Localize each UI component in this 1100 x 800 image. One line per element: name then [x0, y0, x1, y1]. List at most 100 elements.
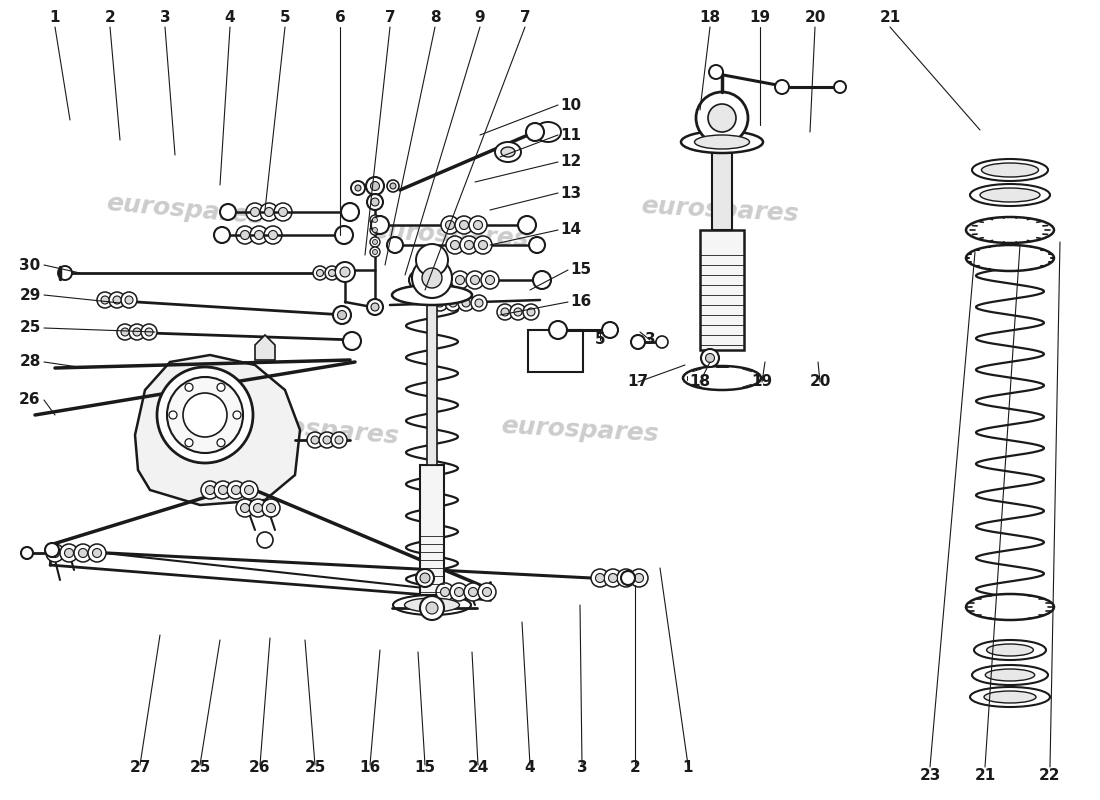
Ellipse shape	[966, 594, 1054, 620]
Circle shape	[475, 299, 483, 307]
Circle shape	[705, 354, 715, 362]
Circle shape	[129, 324, 145, 340]
Text: 25: 25	[20, 321, 41, 335]
Circle shape	[602, 322, 618, 338]
Circle shape	[440, 587, 450, 597]
Circle shape	[65, 549, 74, 558]
Circle shape	[46, 544, 64, 562]
Bar	[528, 330, 583, 372]
Circle shape	[630, 569, 648, 587]
Circle shape	[529, 237, 544, 253]
Ellipse shape	[972, 159, 1048, 181]
Text: 3: 3	[576, 760, 587, 775]
Circle shape	[241, 503, 250, 513]
Circle shape	[432, 295, 448, 311]
Circle shape	[373, 250, 377, 254]
Circle shape	[387, 237, 403, 253]
Circle shape	[549, 321, 566, 339]
Circle shape	[58, 266, 72, 280]
Text: 19: 19	[749, 10, 771, 25]
Circle shape	[420, 573, 430, 583]
Circle shape	[185, 438, 192, 446]
Ellipse shape	[966, 245, 1054, 271]
Circle shape	[341, 203, 359, 221]
Circle shape	[595, 574, 605, 582]
Circle shape	[217, 438, 226, 446]
Circle shape	[436, 299, 444, 307]
Circle shape	[21, 547, 33, 559]
Circle shape	[370, 215, 379, 225]
Text: 8: 8	[430, 10, 440, 25]
Text: 14: 14	[560, 222, 581, 238]
Circle shape	[485, 275, 495, 285]
Circle shape	[621, 574, 630, 582]
Circle shape	[254, 230, 264, 239]
Circle shape	[317, 270, 323, 277]
Circle shape	[97, 292, 113, 308]
Text: 18: 18	[690, 374, 711, 390]
Circle shape	[387, 180, 399, 192]
Ellipse shape	[981, 163, 1038, 177]
Circle shape	[483, 587, 492, 597]
Circle shape	[464, 583, 482, 601]
Circle shape	[701, 349, 719, 367]
Circle shape	[371, 303, 380, 311]
Text: 12: 12	[560, 154, 581, 170]
Circle shape	[710, 65, 723, 79]
Circle shape	[113, 296, 121, 304]
Text: 26: 26	[250, 760, 271, 775]
Circle shape	[460, 221, 469, 230]
Text: 9: 9	[475, 10, 485, 25]
Circle shape	[409, 271, 427, 289]
Circle shape	[233, 411, 241, 419]
Text: 19: 19	[751, 374, 772, 390]
Circle shape	[264, 226, 282, 244]
Circle shape	[157, 367, 253, 463]
Text: 20: 20	[810, 374, 830, 390]
Circle shape	[420, 596, 444, 620]
Circle shape	[121, 328, 129, 336]
Circle shape	[236, 226, 254, 244]
Circle shape	[455, 216, 473, 234]
Circle shape	[497, 304, 513, 320]
Circle shape	[478, 241, 487, 250]
Circle shape	[696, 92, 748, 144]
Text: 25: 25	[305, 760, 326, 775]
Circle shape	[262, 499, 280, 517]
Circle shape	[220, 204, 236, 220]
Circle shape	[617, 569, 635, 587]
Circle shape	[236, 499, 254, 517]
Circle shape	[319, 432, 336, 448]
Ellipse shape	[986, 669, 1035, 681]
Text: 22: 22	[1040, 767, 1060, 782]
Circle shape	[340, 267, 350, 277]
Circle shape	[250, 226, 268, 244]
Circle shape	[412, 258, 452, 298]
Circle shape	[366, 177, 384, 195]
Circle shape	[527, 308, 535, 316]
Ellipse shape	[392, 285, 472, 305]
Text: 1: 1	[683, 760, 693, 775]
Circle shape	[469, 216, 487, 234]
Circle shape	[217, 383, 226, 391]
Ellipse shape	[500, 147, 515, 157]
Circle shape	[481, 271, 499, 289]
Circle shape	[608, 574, 617, 582]
Text: eurospares: eurospares	[500, 414, 660, 446]
Circle shape	[635, 574, 643, 582]
Circle shape	[446, 221, 454, 230]
Circle shape	[367, 194, 383, 210]
Text: eurospares: eurospares	[240, 411, 399, 449]
Circle shape	[367, 299, 383, 315]
Text: 7: 7	[385, 10, 395, 25]
Text: 29: 29	[20, 287, 41, 302]
Circle shape	[522, 304, 539, 320]
Text: 24: 24	[468, 760, 488, 775]
Circle shape	[464, 241, 473, 250]
Text: 10: 10	[560, 98, 581, 113]
Text: 4: 4	[525, 760, 536, 775]
Text: 11: 11	[560, 127, 581, 142]
Ellipse shape	[980, 188, 1040, 202]
Text: 16: 16	[360, 760, 381, 775]
Circle shape	[121, 292, 138, 308]
